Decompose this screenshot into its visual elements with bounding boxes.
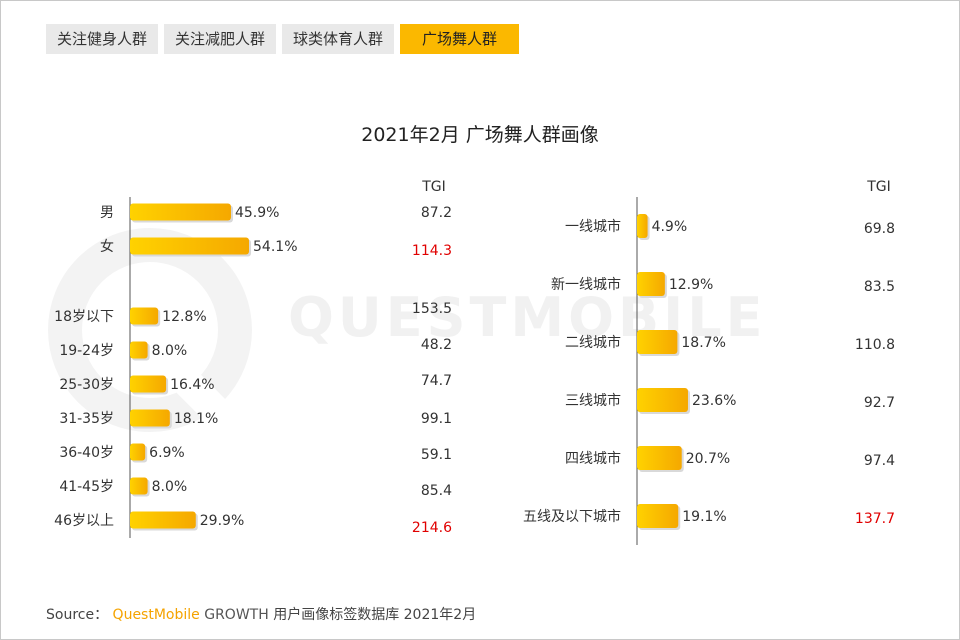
data-label: 12.9%	[669, 277, 713, 293]
bar	[637, 214, 648, 238]
bar	[130, 237, 250, 255]
bar	[130, 443, 146, 461]
tab-weight-loss[interactable]: 关注减肥人群	[164, 24, 277, 54]
bar	[130, 511, 196, 529]
tgi-value: 59.1	[421, 447, 452, 463]
bar	[130, 409, 170, 427]
category-label: 女	[100, 238, 114, 255]
bar	[130, 203, 231, 221]
tgi-value: 214.6	[412, 520, 452, 536]
category-label: 25-30岁	[59, 377, 114, 393]
source-note: Source： QuestMobile GROWTH 用户画像标签数据库 202…	[46, 604, 476, 624]
data-label: 29.9%	[200, 513, 244, 529]
data-label: 6.9%	[149, 445, 185, 461]
category-label: 46岁以上	[54, 513, 114, 529]
data-label: 4.9%	[652, 219, 688, 235]
data-label: 19.1%	[682, 509, 726, 525]
source-rest: 用户画像标签数据库 2021年2月	[273, 607, 477, 623]
bar	[637, 330, 678, 354]
tgi-header: TGI	[421, 179, 446, 195]
category-label: 18岁以下	[54, 309, 114, 325]
data-label: 8.0%	[152, 343, 188, 359]
category-label: 新一线城市	[551, 276, 621, 293]
tab-bar: 关注健身人群 关注减肥人群 球类体育人群 广场舞人群	[46, 24, 520, 54]
tgi-value: 137.7	[855, 511, 895, 527]
data-label: 45.9%	[235, 205, 279, 221]
category-label: 36-40岁	[59, 445, 114, 461]
tgi-value: 48.2	[421, 337, 452, 353]
data-label: 18.1%	[174, 411, 218, 427]
tab-square-dance[interactable]: 广场舞人群	[400, 24, 520, 54]
category-label: 31-35岁	[59, 411, 114, 427]
watermark-text: QUESTMOBILE	[288, 286, 767, 349]
category-label: 41-45岁	[59, 479, 114, 495]
data-label: 12.8%	[162, 309, 206, 325]
source-growth: GROWTH	[204, 607, 269, 623]
tab-ball-sports[interactable]: 球类体育人群	[282, 24, 395, 54]
source-brand: QuestMobile	[112, 607, 200, 623]
data-label: 20.7%	[686, 451, 730, 467]
tab-fitness[interactable]: 关注健身人群	[46, 24, 159, 54]
data-label: 16.4%	[170, 377, 214, 393]
tgi-value: 97.4	[864, 453, 895, 469]
tgi-value: 87.2	[421, 205, 452, 221]
tgi-value: 110.8	[855, 337, 895, 353]
bar	[637, 446, 682, 470]
tgi-value: 74.7	[421, 373, 452, 389]
category-label: 一线城市	[565, 218, 621, 235]
chart-title: 2021年2月 广场舞人群画像	[361, 124, 599, 146]
category-label: 三线城市	[565, 392, 621, 409]
tgi-value: 153.5	[412, 301, 452, 317]
bar	[130, 307, 159, 325]
category-label: 男	[100, 205, 114, 221]
category-label: 五线及以下城市	[523, 508, 621, 525]
bar	[637, 272, 665, 296]
bar	[130, 375, 167, 393]
bar	[130, 477, 148, 495]
source-prefix: Source：	[46, 607, 109, 623]
bar	[637, 388, 688, 412]
tgi-value: 69.8	[864, 221, 895, 237]
tgi-value: 99.1	[421, 411, 452, 427]
bar	[637, 504, 679, 528]
tgi-value: 114.3	[412, 243, 452, 259]
data-label: 23.6%	[692, 393, 736, 409]
tgi-value: 85.4	[421, 483, 452, 499]
data-label: 18.7%	[681, 335, 725, 351]
data-label: 54.1%	[253, 239, 297, 255]
category-label: 二线城市	[565, 334, 621, 351]
category-label: 四线城市	[565, 450, 621, 467]
data-label: 8.0%	[152, 479, 188, 495]
tgi-value: 92.7	[864, 395, 895, 411]
category-label: 19-24岁	[59, 343, 114, 359]
tgi-value: 83.5	[864, 279, 895, 295]
bar	[130, 341, 148, 359]
tgi-header: TGI	[866, 179, 891, 195]
